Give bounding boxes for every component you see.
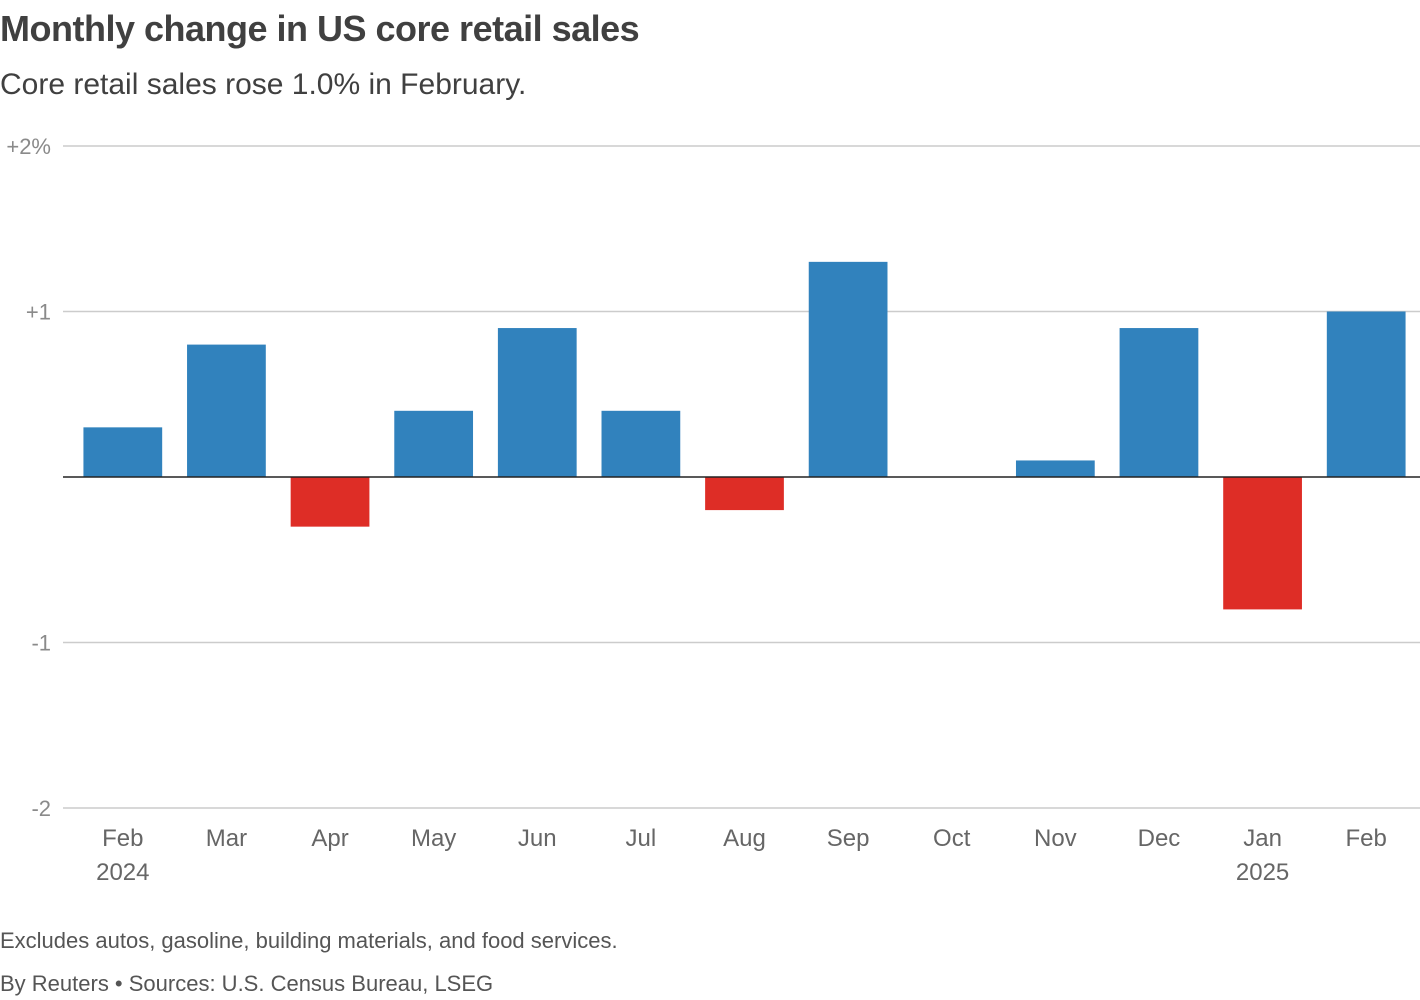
- x-tick-label: Oct: [933, 825, 971, 852]
- x-axis-ticks: Feb 2024 Mar Apr May Jun Jul Aug Sep Oct Nov Dec Jan…: [96, 825, 1387, 886]
- bar-feb-2024: [83, 427, 163, 477]
- bar-jul-5: [601, 410, 681, 477]
- x-tick-label: Aug: [723, 825, 766, 852]
- chart-note: Excludes autos, gasoline, building mater…: [0, 928, 618, 953]
- x-tick-label: Dec: [1138, 825, 1181, 852]
- chart-title: Monthly change in US core retail sales: [0, 8, 640, 49]
- x-tick-label: Nov: [1034, 825, 1077, 852]
- bar-nov-9: [1015, 460, 1095, 477]
- y-tick-label: +2%: [6, 134, 51, 159]
- bar-aug-6: [705, 477, 784, 511]
- y-tick-label: +1: [26, 300, 51, 325]
- chart-subtitle: Core retail sales rose 1.0% in February.: [0, 68, 527, 101]
- x-tick-label: Jun: [518, 825, 557, 852]
- y-axis-ticks: +2% +1 -1 -2: [6, 134, 51, 821]
- x-year-label: 2025: [1236, 859, 1289, 886]
- bar-feb-12: [1326, 311, 1406, 477]
- bar-jun-4: [497, 328, 577, 477]
- x-tick-label: May: [411, 825, 456, 852]
- bar-mar-1: [187, 344, 266, 477]
- x-tick-label: Mar: [206, 825, 247, 852]
- x-year-label: 2024: [96, 859, 149, 886]
- x-tick-label: Feb: [1346, 825, 1387, 852]
- y-tick-label: -2: [31, 796, 51, 821]
- bar-apr-2: [290, 477, 370, 527]
- bar-jan-2025: [1223, 477, 1302, 610]
- x-tick-label: Apr: [311, 825, 348, 852]
- bar-chart: +2% +1 -1 -2 Feb 2024 Mar Apr May Jun Jul Aug Sep Oc…: [6, 134, 1420, 886]
- x-tick-label: Jan: [1243, 825, 1282, 852]
- bar-dec-10: [1119, 328, 1199, 477]
- bar-may-3: [394, 410, 474, 477]
- bar-sep-7: [808, 261, 888, 477]
- y-tick-label: -1: [31, 631, 51, 656]
- chart-source: By Reuters • Sources: U.S. Census Bureau…: [0, 971, 494, 996]
- grid-lines: [63, 145, 1420, 809]
- bars: [83, 261, 1406, 610]
- x-tick-label: Jul: [626, 825, 657, 852]
- x-tick-label: Sep: [827, 825, 870, 852]
- x-tick-label: Feb: [102, 825, 143, 852]
